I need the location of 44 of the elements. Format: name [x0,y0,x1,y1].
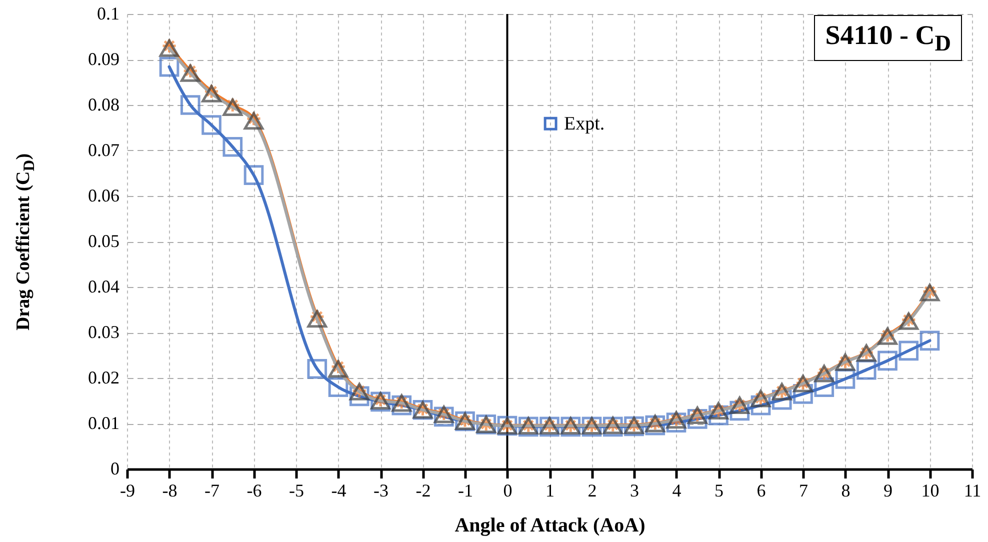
point [920,330,940,351]
x-tick-label: 5 [714,480,724,500]
x-tick-label: -7 [204,480,220,500]
x-tick-label: 8 [841,480,850,500]
x-tick-label: -8 [162,480,178,500]
x-tick-label: 6 [756,480,766,500]
x-tick-label: -3 [374,480,388,500]
x-tick-label: -4 [331,480,346,500]
legend-label: Expt. [564,114,605,135]
x-tick-label: -9 [120,480,135,500]
y-tick-label: 0.09 [88,49,120,69]
y-tick-label: 0.01 [88,413,120,433]
x-tick-label: 7 [799,480,808,500]
x-tick-label: 4 [672,480,682,500]
chart-title: S4110 - C$_{D}$ [814,15,962,62]
point [244,165,264,185]
y-tick-label: 0.1 [97,4,120,24]
x-tick-label: 11 [964,480,982,500]
point [159,56,180,77]
y-tick-label: 0.07 [88,140,120,160]
x-tick-label: -5 [289,480,304,500]
y-tick-label: 0.03 [88,322,120,342]
y-tick-label: 0 [110,458,120,478]
x-axis-title: Angle of Attack (AoA) [454,514,646,536]
x-tick-label: -2 [416,480,431,500]
y-tick-label: 0.02 [88,368,120,388]
x-tick-label: -6 [246,480,262,500]
point [202,115,222,135]
point [898,340,919,361]
x-tick-label: 0 [503,480,512,500]
point [222,136,243,157]
x-tick-label: 9 [884,480,892,500]
y-tick-label: 0.08 [88,94,120,114]
point [307,358,328,379]
x-tick-label: 3 [630,480,639,500]
y-tick-label: 0.05 [88,231,120,251]
y-tick-label: 0.06 [88,186,120,206]
x-tick-label: -1 [458,480,473,500]
x-tick-label: 10 [921,480,940,500]
x-tick-label: 2 [588,480,597,500]
x-tick-label: 1 [546,480,554,500]
point [878,350,898,371]
point [180,95,200,115]
y-tick-label: 0.04 [88,276,120,296]
